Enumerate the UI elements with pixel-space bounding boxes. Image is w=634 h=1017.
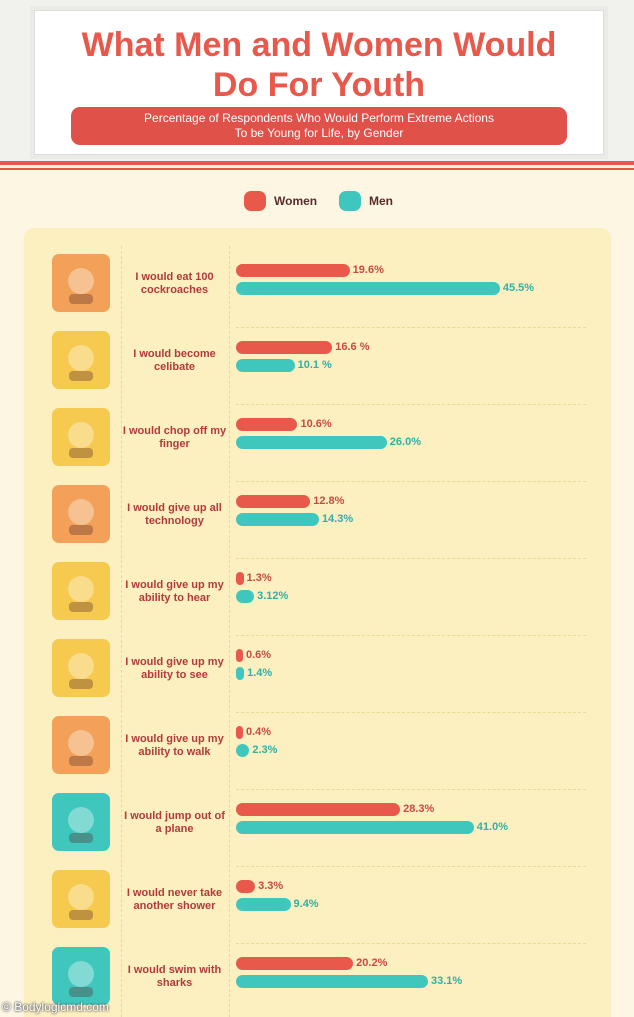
row-label: I would jump out of a plane <box>124 810 225 835</box>
women-value-label: 3.3% <box>258 880 284 892</box>
men-value-label: 2.3% <box>252 744 278 756</box>
blind-man-icon <box>52 639 110 697</box>
chart-row: I would give up my ability to walk 0.4% 2.… <box>0 708 634 778</box>
women-bar <box>236 957 354 970</box>
title-line-2: Do For Youth <box>212 66 426 104</box>
men-value-label: 14.3% <box>321 513 354 525</box>
women-value-label: 10.6% <box>300 418 332 430</box>
row-label: I would swim with sharks <box>127 964 222 989</box>
title-box: What Men and Women Would Do For Youth Pe… <box>34 10 604 155</box>
women-value-label: 28.3% <box>403 803 435 815</box>
row-label: I would never take another shower <box>126 887 223 912</box>
men-value-label: 33.1% <box>430 975 463 987</box>
men-value-label: 3.12% <box>257 590 289 602</box>
row-separator <box>236 635 586 636</box>
men-bar <box>236 359 295 372</box>
row-separator <box>236 789 586 790</box>
watermark-text: Bodylogicmd.com <box>14 1000 109 1014</box>
computer-icon <box>52 485 110 543</box>
row-label: I would chop off my finger <box>122 425 227 450</box>
chart-row: I would eat 100 cockroaches 19.6% 45.5% <box>0 246 634 316</box>
wheelchair-icon <box>52 716 110 774</box>
men-bar <box>236 590 255 603</box>
chart-title: What Men and Women Would Do For Youth <box>35 25 603 105</box>
chart-row: I would give up all technology 12.8% 14.3% <box>0 477 634 547</box>
men-value-label: 10.1 % <box>297 359 332 371</box>
chart-row: I would swim with sharks 20.2% 33.1% <box>0 939 634 1009</box>
row-separator <box>236 712 586 713</box>
chart-row: I would never take another shower 3.3% 9.4… <box>0 862 634 932</box>
row-separator <box>236 943 586 944</box>
row-separator <box>236 404 586 405</box>
women-bar <box>236 880 256 893</box>
row-separator <box>236 558 586 559</box>
legend-women-label: Women <box>274 194 318 208</box>
subtitle-banner: Percentage of Respondents Who Would Perf… <box>71 107 567 145</box>
chart-row: I would give up my ability to see 0.6% 1.4… <box>0 631 634 701</box>
row-label: I would give up my ability to see <box>125 656 224 681</box>
title-line-1: What Men and Women Would <box>81 26 557 64</box>
women-bar <box>236 418 298 431</box>
men-value-label: 41.0% <box>476 821 508 833</box>
skydiving-icon <box>52 793 110 851</box>
row-label: I would give up my ability to walk <box>125 733 224 758</box>
row-separator <box>236 481 586 482</box>
men-value-label: 1.4% <box>247 667 273 679</box>
watermark: © Bodylogicmd.com <box>2 1000 109 1014</box>
row-separator <box>236 866 586 867</box>
priest-icon <box>52 331 110 389</box>
chart-row: I would jump out of a plane 28.3% 41.0% <box>0 785 634 855</box>
row-label: I would give up all technology <box>127 502 222 527</box>
women-bar <box>236 803 401 816</box>
women-bar <box>236 495 311 508</box>
women-bar <box>236 726 243 739</box>
women-bar <box>236 649 243 662</box>
women-value-label: 16.6 % <box>335 341 370 353</box>
men-value-label: 45.5% <box>502 282 535 294</box>
legend-women: Women <box>244 191 317 211</box>
men-bar <box>236 821 474 834</box>
women-value-label: 0.6% <box>246 649 272 661</box>
men-value-label: 26.0% <box>389 436 421 448</box>
cockroach-icon <box>52 254 110 312</box>
legend-men-label: Men <box>369 194 393 208</box>
women-value-label: 0.4% <box>246 726 272 738</box>
subtitle-line-2: To be Young for Life, by Gender <box>234 126 404 140</box>
row-label: I would eat 100 cockroaches <box>135 271 214 296</box>
legend-men-swatch <box>339 191 361 211</box>
legend-men: Men <box>339 191 393 211</box>
women-bar <box>236 341 333 354</box>
smelly-woman-icon <box>52 870 110 928</box>
severed-finger-icon <box>52 408 110 466</box>
header-divider-thin <box>0 168 634 170</box>
legend-women-swatch <box>244 191 266 211</box>
women-value-label: 19.6% <box>352 264 384 276</box>
women-value-label: 20.2% <box>356 957 388 969</box>
men-bar <box>236 975 428 988</box>
subtitle-line-1: Percentage of Respondents Who Would Perf… <box>144 111 494 125</box>
men-bar <box>236 282 500 295</box>
row-label: I would give up my ability to hear <box>125 579 224 604</box>
row-separator <box>236 327 586 328</box>
chart-row: I would give up my ability to hear 1.3% 3.… <box>0 554 634 624</box>
chart-row: I would become celibate 16.6 % 10.1 % <box>0 323 634 393</box>
women-value-label: 1.3% <box>246 572 272 584</box>
chart-row: I would chop off my finger 10.6% 26.0% <box>0 400 634 470</box>
label-column <box>121 246 230 1017</box>
men-bar <box>236 744 250 757</box>
men-value-label: 9.4% <box>293 898 319 910</box>
header-divider <box>0 161 634 165</box>
deaf-woman-icon <box>52 562 110 620</box>
men-bar <box>236 667 245 680</box>
men-bar <box>236 436 387 449</box>
men-bar <box>236 898 291 911</box>
women-bar <box>236 264 350 277</box>
shark-icon <box>52 947 110 1005</box>
women-value-label: 12.8% <box>313 495 345 507</box>
women-bar <box>236 572 244 585</box>
men-bar <box>236 513 319 526</box>
row-label: I would become celibate <box>133 348 216 373</box>
